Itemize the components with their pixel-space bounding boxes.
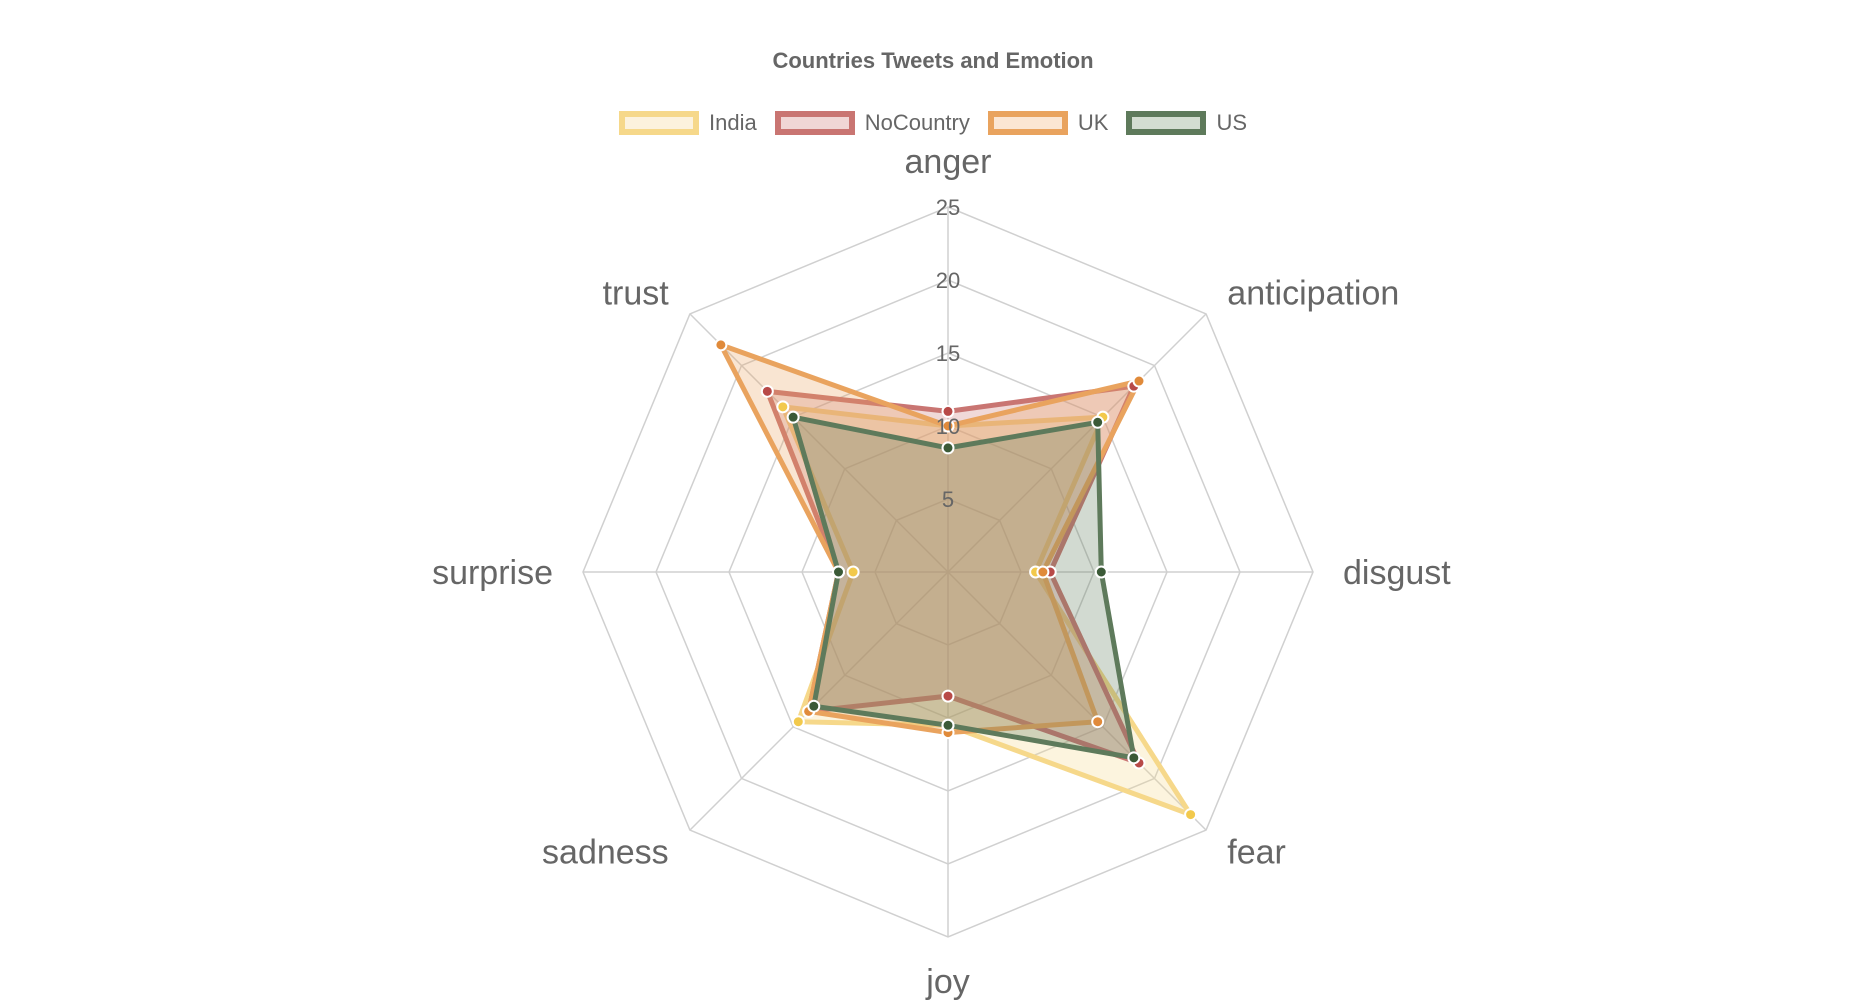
series-group (715, 339, 1196, 820)
tick-label-5: 5 (942, 487, 954, 512)
tick-label-20: 20 (936, 268, 960, 293)
point-india-sadness (793, 716, 804, 727)
point-us-surprise (833, 567, 844, 578)
point-us-anger (943, 442, 954, 453)
tick-label-15: 15 (936, 341, 960, 366)
point-us-sadness (808, 701, 819, 712)
point-india-surprise (848, 567, 859, 578)
category-label-surprise: surprise (432, 554, 553, 592)
tick-label-25: 25 (936, 195, 960, 220)
point-india-fear (1185, 809, 1196, 820)
series-area-us (793, 417, 1134, 758)
point-india-trust (777, 401, 788, 412)
point-uk-trust (715, 339, 726, 350)
point-nocountry-joy (943, 691, 954, 702)
point-uk-fear (1092, 716, 1103, 727)
point-us-fear (1128, 752, 1139, 763)
category-label-fear: fear (1227, 833, 1286, 871)
point-uk-anticipation (1133, 376, 1144, 387)
point-us-anticipation (1092, 417, 1103, 428)
category-label-anger: anger (905, 143, 992, 181)
tick-label-10: 10 (936, 414, 960, 439)
category-label-trust: trust (603, 275, 670, 313)
category-label-anticipation: anticipation (1227, 275, 1399, 313)
point-us-trust (788, 412, 799, 423)
point-nocountry-trust (762, 386, 773, 397)
point-us-joy (943, 720, 954, 731)
category-label-sadness: sadness (542, 833, 669, 871)
point-uk-disgust (1037, 567, 1048, 578)
point-us-disgust (1096, 567, 1107, 578)
category-label-joy: joy (925, 963, 969, 1001)
category-label-disgust: disgust (1343, 554, 1451, 592)
